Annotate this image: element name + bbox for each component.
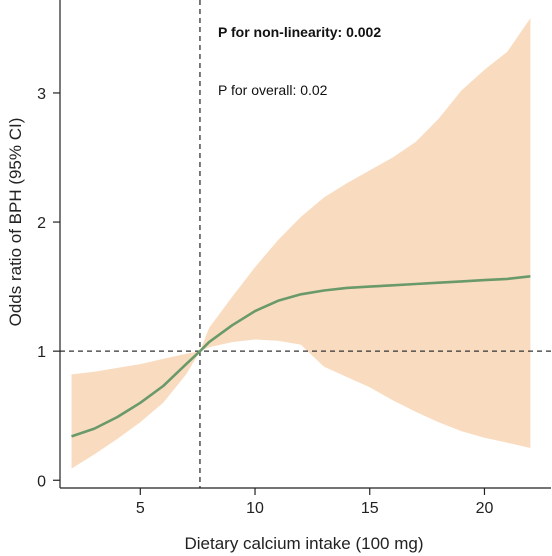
ci-band: [71, 18, 531, 469]
ci-band-layer: [71, 18, 531, 469]
y-axis-title: Odds ratio of BPH (95% CI): [6, 118, 25, 327]
x-tick-label: 20: [476, 500, 494, 517]
odds-ratio-line: [71, 275, 531, 438]
p-nonlinearity-annotation: P for non-linearity: 0.002: [218, 24, 381, 40]
reference-lines: [60, 0, 551, 488]
tick-labels: 5 10 15 20 0 1 2 3: [37, 86, 493, 517]
x-tick-label: 10: [246, 500, 264, 517]
y-tick-label: 2: [37, 215, 46, 232]
x-axis-title: Dietary calcium intake (100 mg): [184, 534, 423, 553]
axes: [53, 0, 551, 495]
x-tick-label: 15: [361, 500, 379, 517]
y-tick-label: 0: [37, 473, 46, 490]
y-tick-label: 1: [37, 344, 46, 361]
p-overall-annotation: P for overall: 0.02: [218, 82, 328, 98]
x-tick-label: 5: [136, 500, 145, 517]
spline-line-layer: [71, 275, 531, 438]
y-tick-label: 3: [37, 86, 46, 103]
